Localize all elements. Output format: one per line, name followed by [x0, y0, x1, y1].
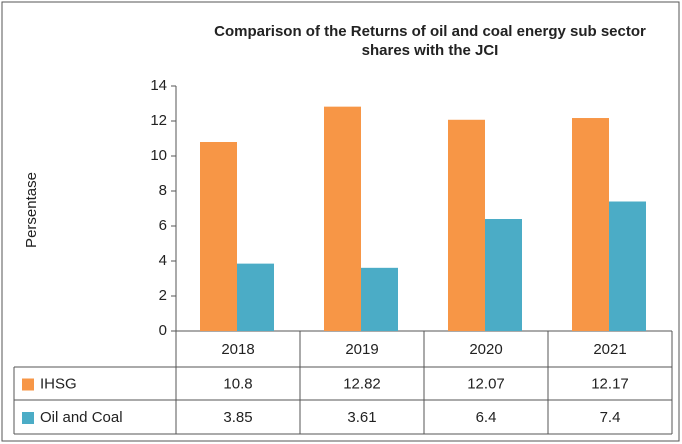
bar	[448, 119, 485, 332]
table-value: 6.4	[476, 409, 497, 426]
y-tick-label: 4	[159, 252, 167, 269]
legend-swatch	[22, 412, 34, 424]
bar	[324, 106, 361, 332]
y-tick-label: 2	[159, 287, 167, 304]
bar	[609, 201, 646, 331]
y-axis-label: Persentase	[23, 172, 40, 248]
table-value: 3.85	[223, 409, 252, 426]
y-tick-label: 0	[159, 322, 167, 339]
table-value: 12.82	[343, 375, 381, 392]
table-value: 12.17	[591, 375, 629, 392]
bar	[485, 219, 522, 331]
y-tick-label: 8	[159, 182, 167, 199]
y-tick-label: 10	[150, 147, 167, 164]
table-value: 12.07	[467, 375, 505, 392]
chart-title: Comparison of the Returns of oil and coa…	[214, 23, 646, 59]
legend-label: IHSG	[40, 375, 77, 392]
bar	[200, 142, 237, 331]
x-tick-label: 2018	[221, 341, 254, 358]
y-tick-label: 14	[150, 77, 167, 94]
x-tick-label: 2020	[469, 341, 502, 358]
y-tick-label: 12	[150, 112, 167, 129]
y-tick-label: 6	[159, 217, 167, 234]
bar	[361, 267, 398, 331]
table-value: 7.4	[600, 409, 621, 426]
bar	[572, 118, 609, 332]
legend-label: Oil and Coal	[40, 409, 123, 426]
legend-swatch	[22, 378, 34, 391]
x-tick-label: 2019	[345, 341, 378, 358]
x-tick-label: 2021	[593, 341, 626, 358]
table-value: 10.8	[223, 375, 252, 392]
bar	[237, 263, 274, 331]
table-value: 3.61	[347, 409, 376, 426]
